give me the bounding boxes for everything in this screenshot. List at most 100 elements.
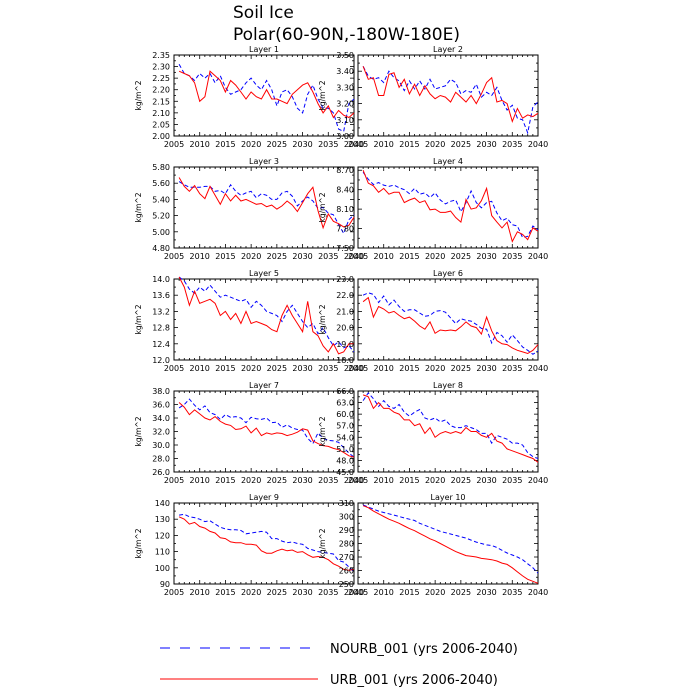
chart-panel-8: Layer 8 kg/m^2 2005 2010 2015 2020 2025 2030 203… [318,381,548,485]
y-tick-label: 5.80 [152,163,170,172]
x-tick-label: 2015 [215,140,235,149]
y-tick-label: 260 [339,567,354,576]
y-tick-label: 3.50 [336,51,354,60]
series-line-urb [178,276,354,355]
series-line-nourb [178,181,355,235]
y-tick-label: 38.0 [152,387,170,396]
x-tick-label: 2020 [241,140,261,149]
x-tick-label: 2020 [241,476,261,485]
x-tick-label: 2020 [241,588,261,597]
plot-frame [357,54,539,137]
plot-frame [173,390,355,473]
x-tick-label: 2035 [318,588,338,597]
x-tick-label: 2005 [348,252,368,261]
x-tick-label: 2035 [502,252,522,261]
series-line-urb [178,70,355,119]
x-tick-label: 2020 [425,476,445,485]
x-tick-label: 2030 [476,588,496,597]
y-tick-label: 250 [339,580,354,589]
y-tick-label: 8.40 [336,186,354,195]
panel-grid: Layer 1 kg/m^2 2005 2010 2015 2020 2025 2030 203… [134,45,548,597]
y-tick-label: 2.15 [152,97,170,106]
x-tick-label: 2015 [215,364,235,373]
x-tick-label: 2040 [528,476,548,485]
x-tick-label: 2020 [241,252,261,261]
y-axis-label: kg/m^2 [318,304,327,334]
x-tick-label: 2040 [528,364,548,373]
panel-title: Layer 3 [249,157,279,166]
x-tick-label: 2015 [215,588,235,597]
plot-frame [173,166,355,249]
series-line-urb [362,394,539,463]
x-tick-label: 2030 [292,588,312,597]
x-tick-label: 2025 [451,588,471,597]
x-tick-label: 2020 [425,364,445,373]
y-tick-label: 20.0 [336,324,354,333]
x-tick-label: 2030 [292,140,312,149]
x-tick-label: 2030 [292,476,312,485]
y-tick-label: 60.0 [336,410,354,419]
panel-title: Layer 8 [433,381,463,390]
plot-frame [357,166,539,249]
x-tick-label: 2005 [164,140,184,149]
y-tick-label: 26.0 [152,468,170,477]
x-tick-label: 2010 [190,140,210,149]
y-axis-label: kg/m^2 [134,528,143,558]
y-axis-label: kg/m^2 [318,416,327,446]
x-tick-label: 2005 [348,588,368,597]
x-tick-label: 2020 [425,140,445,149]
y-tick-label: 18.0 [336,356,354,365]
series-line-urb [178,516,355,571]
x-tick-label: 2035 [502,140,522,149]
y-axis-label: kg/m^2 [318,192,327,222]
series-line-nourb [362,504,539,574]
chart-panel-2: Layer 2 kg/m^2 2005 2010 2015 2020 2025 2030 203… [318,45,548,149]
y-tick-label: 63.0 [336,399,354,408]
y-tick-label: 2.10 [152,109,170,118]
x-tick-label: 2010 [190,588,210,597]
plot-frame [173,54,355,137]
x-tick-label: 2035 [318,364,338,373]
series-line-nourb [362,292,539,355]
x-tick-label: 2030 [292,364,312,373]
series-line-urb [178,177,355,230]
plot-frame [357,390,539,473]
y-tick-label: 66.0 [336,387,354,396]
x-tick-label: 2010 [190,252,210,261]
y-tick-label: 110 [155,548,170,557]
y-tick-label: 3.00 [336,132,354,141]
chart-panel-4: Layer 4 kg/m^2 2005 2010 2015 2020 2025 2030 203… [318,157,548,261]
chart-panel-9: Layer 9 kg/m^2 2005 2010 2015 2020 2025 2030 203… [134,493,364,597]
plot-frame [357,502,539,585]
plot-frame [357,278,539,361]
x-tick-label: 2035 [502,364,522,373]
y-tick-label: 30.0 [152,441,170,450]
panel-title: Layer 2 [433,45,463,54]
y-tick-label: 7.80 [336,225,354,234]
x-tick-label: 2005 [164,252,184,261]
x-tick-label: 2040 [344,252,364,261]
x-tick-label: 2025 [451,364,471,373]
y-tick-label: 34.0 [152,414,170,423]
y-tick-label: 57.0 [336,422,354,431]
plot-frame [173,502,355,585]
y-tick-label: 5.20 [152,212,170,221]
legend-nourb-label: NOURB_001 (yrs 2006-2040) [330,642,518,657]
x-tick-label: 2040 [344,476,364,485]
y-axis-label: kg/m^2 [134,304,143,334]
x-tick-label: 2005 [164,588,184,597]
x-tick-label: 2025 [451,476,471,485]
x-tick-label: 2040 [344,364,364,373]
y-tick-label: 5.60 [152,179,170,188]
x-tick-label: 2035 [318,476,338,485]
x-tick-label: 2030 [292,252,312,261]
y-tick-label: 54.0 [336,433,354,442]
x-tick-label: 2025 [267,364,287,373]
y-tick-label: 3.20 [336,100,354,109]
y-tick-label: 36.0 [152,401,170,410]
panel-title: Layer 5 [249,269,279,278]
y-tick-label: 2.35 [152,51,170,60]
y-tick-label: 90 [160,580,170,589]
y-tick-label: 4.80 [152,244,170,253]
y-tick-label: 5.40 [152,195,170,204]
